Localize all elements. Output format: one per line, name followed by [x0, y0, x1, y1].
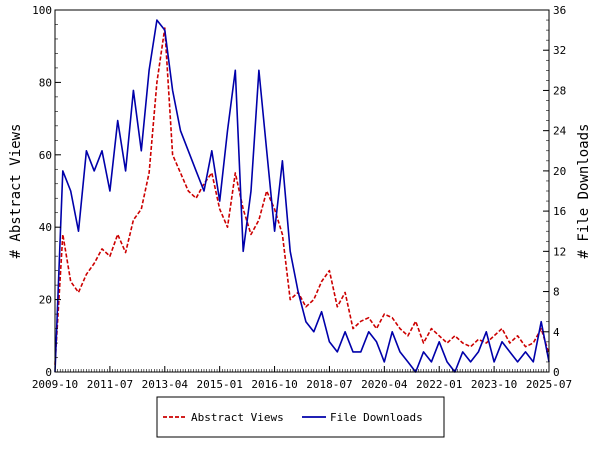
y-right-tick-label: 4: [553, 326, 560, 339]
y-right-tick-label: 0: [553, 366, 560, 379]
legend-box: [156, 396, 445, 438]
legend-label-abstract-views: Abstract Views: [191, 411, 284, 424]
plot-frame: [54, 9, 550, 373]
x-tick-label: 2023-10: [471, 378, 517, 391]
series-layer: [54, 19, 550, 373]
y-left-tick-label: 60: [39, 149, 52, 162]
x-tick-label: 2022-01: [416, 378, 462, 391]
y-left-tick-label: 0: [45, 366, 52, 379]
y-right-tick-label: 32: [553, 44, 566, 57]
legend: Abstract Views File Downloads: [156, 396, 445, 438]
y-left-tick-label: 100: [32, 4, 52, 17]
y-left-tick-label: 40: [39, 221, 52, 234]
x-tick-label: 2025-07: [526, 378, 572, 391]
y-right-tick-label: 8: [553, 286, 560, 299]
x-tick-label: 2018-07: [306, 378, 352, 391]
x-tick-label: 2009-10: [32, 378, 78, 391]
y-right-tick-label: 16: [553, 205, 566, 218]
y-axis-right-title: # File Downloads: [576, 124, 592, 259]
y-right-tick-label: 24: [553, 125, 567, 138]
y-right-tick-label: 36: [553, 4, 566, 17]
x-tick-label: 2013-04: [142, 378, 189, 391]
y-left-tick-label: 80: [39, 76, 52, 89]
y-right-tick-label: 28: [553, 84, 566, 97]
x-tick-label: 2011-07: [87, 378, 133, 391]
y-left-tick-label: 20: [39, 294, 52, 307]
y-axis-left-title: # Abstract Views: [8, 124, 24, 259]
x-tick-label: 2016-10: [251, 378, 297, 391]
series-line-file-downloads: [54, 19, 550, 373]
y-right-tick-label: 20: [553, 165, 566, 178]
x-tick-label: 2015-01: [196, 378, 242, 391]
axis-layer: 2009-10 2011-07 2013-04 2015-01 2016-10 2018-…: [32, 4, 572, 391]
series-line-abstract-views: [54, 27, 550, 365]
y-right-tick-label: 12: [553, 245, 566, 258]
legend-label-file-downloads: File Downloads: [330, 411, 423, 424]
x-tick-label: 2020-04: [361, 378, 408, 391]
